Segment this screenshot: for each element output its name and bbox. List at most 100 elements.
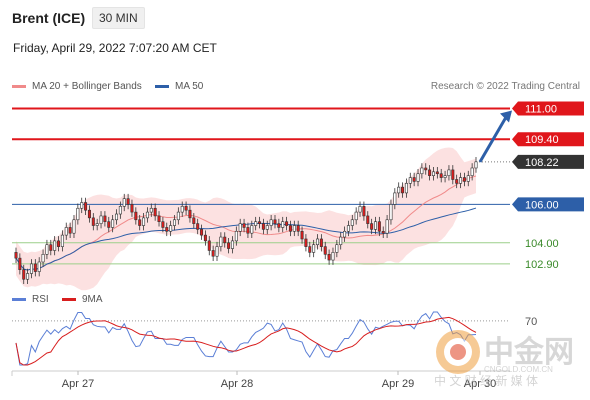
candle-body (319, 238, 323, 247)
candle-body (184, 206, 188, 211)
candle-body (134, 211, 138, 221)
candle-body (238, 223, 242, 232)
candle-body (126, 198, 130, 205)
candle-body (234, 230, 238, 242)
watermark-tagline: 中 文 财 经 新 媒 体 (434, 373, 538, 388)
label-current-price: 108.22 (512, 154, 584, 169)
candle-body (292, 225, 296, 232)
candle-body (53, 240, 57, 251)
candle-body (300, 230, 304, 240)
watermark-brand: 中金网 (484, 335, 574, 369)
x-tick-label: Apr 27 (62, 378, 94, 390)
rsi-line (15, 311, 477, 366)
candle-body (335, 244, 339, 253)
bollinger-band-area (16, 147, 476, 291)
candle-body (169, 225, 173, 232)
candle-body (188, 209, 192, 219)
candle-body (172, 219, 176, 226)
candle-body (254, 221, 258, 226)
candle-body (261, 223, 265, 230)
legend-rsi-swatch (12, 298, 26, 301)
label-109.40-bg (512, 132, 584, 147)
candle-body (68, 227, 72, 234)
legend-9ma: 9MA (62, 294, 103, 305)
candle-body (211, 250, 215, 257)
candle-body (358, 206, 362, 213)
candle-body (439, 173, 443, 178)
watermark-site: CNGOLD.COM.CN (484, 365, 553, 374)
ma20-line (15, 175, 477, 271)
candle-body (196, 223, 200, 230)
candle-body (273, 219, 277, 224)
label-111.00-bg (512, 101, 584, 116)
candle-body (443, 175, 447, 178)
candle-body (115, 213, 119, 221)
candle-body (354, 211, 358, 221)
legend-ma20-label: MA 20 + Bollinger Bands (32, 81, 142, 92)
candle-body (265, 225, 269, 230)
candle-body (362, 206, 366, 217)
candle-body (281, 221, 285, 228)
candle-body (373, 221, 377, 230)
candle-body (64, 227, 68, 236)
candle-body (296, 225, 300, 232)
candle-body (145, 211, 149, 219)
level-lines (12, 107, 510, 265)
interval-badge[interactable]: 30 MIN (92, 7, 145, 29)
candle-body (203, 234, 207, 242)
label-current-price-bg (512, 154, 584, 169)
candle-body (412, 177, 416, 182)
candle-body (327, 254, 331, 261)
candle-body (118, 206, 122, 215)
x-tick-label: Apr 28 (221, 378, 253, 390)
candle-body (435, 171, 439, 175)
candle-body (176, 211, 180, 221)
candle-body (424, 167, 428, 171)
rsi-9ma-line (15, 316, 477, 366)
candle-body (397, 186, 401, 194)
candle-body (466, 175, 470, 182)
candle-body (246, 227, 250, 234)
candle-body (122, 198, 126, 207)
candle-body (95, 223, 99, 226)
candle-body (346, 225, 350, 232)
label-111.00-text: 111.00 (525, 104, 557, 116)
candle-body (153, 207, 157, 217)
candle-body (80, 202, 84, 209)
candle-body (107, 221, 111, 228)
candle-body (33, 263, 37, 272)
candle-body (49, 244, 53, 251)
candle-body (470, 167, 474, 176)
candle-body (91, 217, 95, 226)
candle-body (285, 221, 289, 226)
chart-datetime: Friday, April 29, 2022 7:07:20 AM CET (13, 41, 217, 55)
legend-ma50-label: MA 50 (175, 81, 204, 92)
x-tick-label: Apr 30 (464, 378, 496, 390)
candle-body (14, 252, 18, 259)
bollinger-bands (16, 147, 476, 291)
candle-body (316, 238, 320, 246)
candle-body (227, 242, 231, 249)
watermark-logo-core (450, 344, 466, 360)
candle-body (207, 240, 211, 251)
x-tick-label: Apr 29 (382, 378, 414, 390)
candle-body (343, 230, 347, 238)
label-106.00: 106.00 (512, 197, 584, 212)
rsi-panel: 70 (12, 311, 537, 366)
candle-body (277, 223, 281, 228)
x-axis: Apr 27 Apr 28 Apr 29 Apr 30 (11, 370, 510, 390)
candle-body (103, 215, 107, 222)
instrument-title: Brent (ICE) (12, 10, 86, 26)
candle-body (242, 223, 246, 228)
label-104.00: 104.00 (525, 238, 559, 250)
candle-body (26, 273, 30, 280)
candle-body (323, 246, 327, 255)
arrow-head (500, 110, 512, 123)
candle-body (459, 177, 463, 184)
legend-ma20-swatch (12, 85, 26, 88)
ma50-line (15, 207, 477, 271)
candle-body (57, 240, 61, 247)
candle-body (370, 223, 374, 230)
candle-body (130, 204, 134, 213)
